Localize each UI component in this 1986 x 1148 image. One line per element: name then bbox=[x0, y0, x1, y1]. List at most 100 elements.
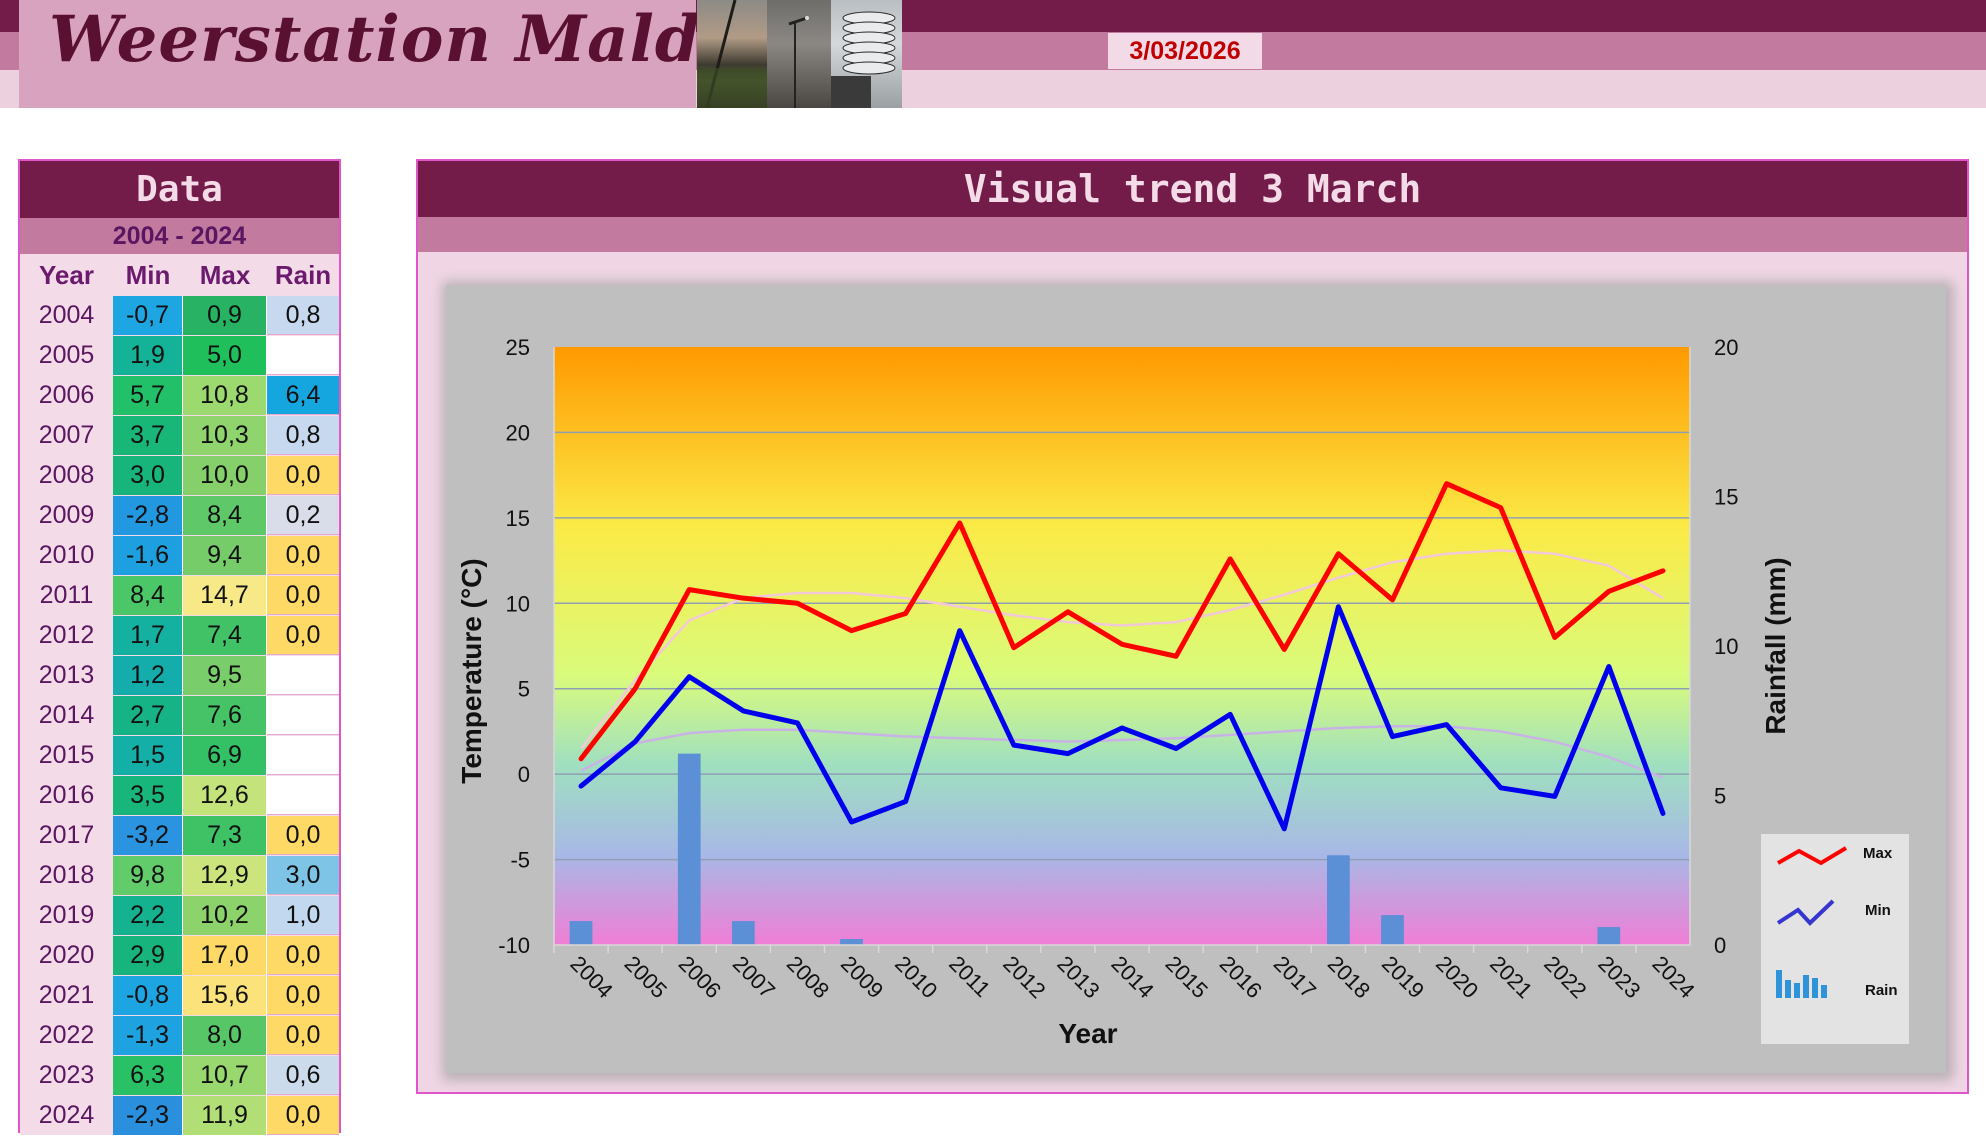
y-tick-label: 5 bbox=[518, 677, 530, 702]
column-header-year: Year bbox=[39, 260, 94, 290]
column-header-min: Min bbox=[125, 260, 171, 290]
year-cell: 2006 bbox=[20, 376, 113, 415]
rain-bar bbox=[1597, 927, 1621, 945]
table-row: 2012 1,7 7,4 0,0 bbox=[20, 616, 339, 656]
chart-panel: Visual trend 3 March 25 20 15 10 5 0 -5 -10 20 15… bbox=[416, 159, 1969, 1094]
min-cell: -2,3 bbox=[113, 1096, 183, 1135]
y-tick-label: -10 bbox=[498, 933, 530, 958]
trend-lines bbox=[580, 549, 1664, 779]
series-line-max bbox=[578, 481, 1666, 762]
table-row: 2019 2,2 10,2 1,0 bbox=[20, 896, 339, 936]
rain-cell: 0,0 bbox=[267, 576, 339, 615]
table-row: 2023 6,3 10,7 0,6 bbox=[20, 1056, 339, 1096]
year-cell: 2014 bbox=[20, 696, 113, 735]
year-cell: 2012 bbox=[20, 616, 113, 655]
weather-mast-icon bbox=[788, 16, 809, 108]
trend-line-min bbox=[580, 725, 1664, 779]
chart-legend: Max Min Rain bbox=[1761, 834, 1909, 1044]
y-tick-label: -5 bbox=[510, 848, 530, 873]
rain-cell: 0,0 bbox=[267, 536, 339, 575]
year-cell: 2016 bbox=[20, 776, 113, 815]
year-cell: 2022 bbox=[20, 1016, 113, 1055]
y-tick-label: 0 bbox=[518, 762, 530, 787]
year-cell: 2011 bbox=[20, 576, 113, 615]
y-tick-label: 20 bbox=[506, 420, 530, 445]
max-cell: 5,0 bbox=[183, 336, 267, 375]
max-cell: 7,6 bbox=[183, 696, 267, 735]
station-photo-landscape bbox=[697, 0, 767, 108]
y2-tick-label: 20 bbox=[1714, 335, 1738, 360]
year-cell: 2019 bbox=[20, 896, 113, 935]
rain-bar bbox=[1327, 855, 1350, 945]
max-cell: 7,4 bbox=[183, 616, 267, 655]
rain-cell: 0,8 bbox=[267, 416, 339, 455]
min-cell: -1,3 bbox=[113, 1016, 183, 1055]
min-cell: 8,4 bbox=[113, 576, 183, 615]
rain-cell: 0,0 bbox=[267, 976, 339, 1015]
y2-tick-label: 0 bbox=[1714, 933, 1726, 958]
trend-line-max bbox=[580, 549, 1664, 750]
max-cell: 6,9 bbox=[183, 736, 267, 775]
rain-bar bbox=[731, 921, 755, 945]
rain-bar bbox=[569, 921, 593, 945]
station-photo-mast bbox=[767, 0, 831, 108]
rain-cell bbox=[267, 336, 339, 375]
rain-cell: 0,0 bbox=[267, 936, 339, 975]
max-cell: 14,7 bbox=[183, 576, 267, 615]
min-cell: 6,3 bbox=[113, 1056, 183, 1095]
station-photo-screen bbox=[831, 0, 902, 108]
legend-min-line-icon bbox=[1776, 899, 1835, 926]
min-cell: -1,6 bbox=[113, 536, 183, 575]
rain-cell: 1,0 bbox=[267, 896, 339, 935]
min-cell: 2,9 bbox=[113, 936, 183, 975]
chart-panel-title: Visual trend 3 March bbox=[418, 161, 1967, 217]
max-cell: 11,9 bbox=[183, 1096, 267, 1135]
min-cell: 1,2 bbox=[113, 656, 183, 695]
y2-axis-title: Rainfall (mm) bbox=[1760, 557, 1791, 734]
min-cell: 1,5 bbox=[113, 736, 183, 775]
table-row: 2006 5,7 10,8 6,4 bbox=[20, 376, 339, 416]
current-date: 3/03/2026 bbox=[1108, 33, 1262, 69]
year-cell: 2009 bbox=[20, 496, 113, 535]
min-cell: 1,9 bbox=[113, 336, 183, 375]
min-cell: -0,8 bbox=[113, 976, 183, 1015]
legend-min-label: Min bbox=[1865, 902, 1891, 919]
y-tick-label: 10 bbox=[506, 591, 530, 616]
min-cell: -0,7 bbox=[113, 296, 183, 335]
max-cell: 10,3 bbox=[183, 416, 267, 455]
y-tick-label: 25 bbox=[506, 335, 530, 360]
x-axis-title: Year bbox=[1058, 1018, 1117, 1049]
temperature-lines bbox=[578, 481, 1666, 832]
data-table-panel: Data 2004 - 2024 Year Min Max Rain 2004-… bbox=[18, 159, 341, 1135]
year-cell: 2017 bbox=[20, 816, 113, 855]
year-cell: 2018 bbox=[20, 856, 113, 895]
rain-bars bbox=[569, 753, 1621, 945]
rain-cell: 3,0 bbox=[267, 856, 339, 895]
year-cell: 2010 bbox=[20, 536, 113, 575]
max-cell: 12,9 bbox=[183, 856, 267, 895]
site-title-box: Weerstation Malderen bbox=[19, 0, 865, 108]
year-cell: 2008 bbox=[20, 456, 113, 495]
min-cell: 3,0 bbox=[113, 456, 183, 495]
max-cell: 7,3 bbox=[183, 816, 267, 855]
y-axis-title: Temperature (°C) bbox=[456, 558, 487, 783]
year-cell: 2021 bbox=[20, 976, 113, 1015]
y2-tick-label: 15 bbox=[1714, 485, 1738, 510]
rain-bar bbox=[1381, 915, 1404, 945]
table-row: 2007 3,7 10,3 0,8 bbox=[20, 416, 339, 456]
rain-cell: 0,0 bbox=[267, 816, 339, 855]
rain-cell: 0,0 bbox=[267, 1096, 339, 1135]
rain-cell bbox=[267, 736, 339, 775]
gridlines bbox=[554, 431, 1690, 861]
max-cell: 15,6 bbox=[183, 976, 267, 1015]
min-cell: 5,7 bbox=[113, 376, 183, 415]
rain-cell bbox=[267, 696, 339, 735]
year-cell: 2015 bbox=[20, 736, 113, 775]
max-cell: 12,6 bbox=[183, 776, 267, 815]
y2-tick-label: 10 bbox=[1714, 634, 1738, 659]
table-row: 2014 2,7 7,6 bbox=[20, 696, 339, 736]
min-cell: -2,8 bbox=[113, 496, 183, 535]
data-table-title: Data bbox=[20, 161, 339, 218]
max-cell: 8,0 bbox=[183, 1016, 267, 1055]
